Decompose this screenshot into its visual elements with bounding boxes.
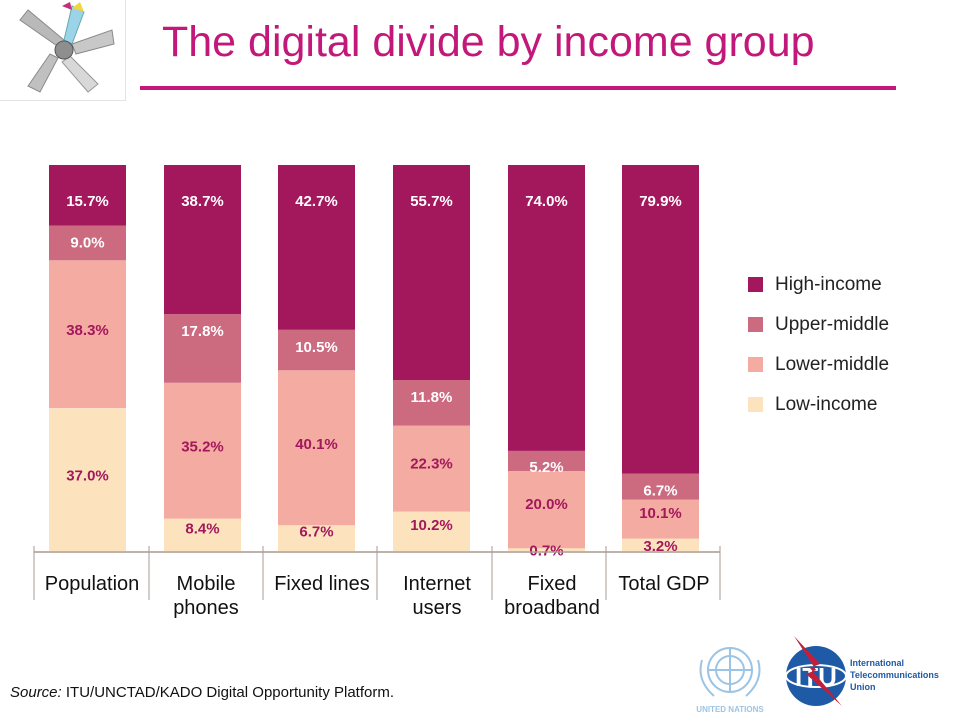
segment-labels-group: 37.0% 38.3% 9.0% 15.7% 8.4% 35.2% 17.8% 38.7% 6.… — [66, 193, 682, 560]
segment-value-label: 79.9% — [639, 193, 682, 210]
bar-segment-lower — [508, 471, 585, 549]
segment-value-label: 10.2% — [410, 517, 453, 534]
bar-segment-high — [508, 165, 585, 451]
un-logo: UNITED NATIONS — [696, 647, 764, 714]
itu-name-line-1: International — [850, 658, 904, 668]
category-label: broadband — [504, 597, 600, 619]
segment-value-label: 20.0% — [525, 496, 568, 513]
segment-value-label: 6.7% — [299, 524, 333, 541]
bar-segment-lower — [393, 425, 470, 512]
bar-segment-high — [622, 165, 699, 474]
segment-value-label: 10.1% — [639, 505, 682, 522]
segment-value-label: 40.1% — [295, 436, 338, 453]
category-label: Total GDP — [618, 573, 709, 595]
category-label: Internet — [403, 573, 471, 595]
category-label: Fixed — [528, 573, 577, 595]
segment-value-label: 38.7% — [181, 193, 224, 210]
legend-label: Upper-middle — [775, 314, 889, 335]
segment-value-label: 10.5% — [295, 339, 338, 356]
bar-segment-low — [164, 518, 241, 551]
category-label: Population — [45, 573, 140, 595]
category-label: Mobile — [177, 573, 236, 595]
bar-segment-upper — [278, 329, 355, 371]
legend: High-income Upper-middle Lower-middle Low-i… — [748, 274, 889, 415]
bar-segment-lower — [278, 370, 355, 526]
bar-segment-lower — [164, 382, 241, 519]
itu-logo: ITU International Telecommunications Uni… — [785, 636, 939, 706]
itu-name-line-3: Union — [850, 682, 876, 692]
un-emblem-icon — [699, 647, 761, 697]
bar-segment-lower — [49, 260, 126, 409]
legend-swatch-lower — [748, 357, 763, 372]
source-note: Source: ITU/UNCTAD/KADO Digital Opportun… — [10, 684, 394, 701]
bar-segment-low — [393, 511, 470, 551]
bar-segment-lower — [622, 499, 699, 539]
bar-segment-high — [278, 165, 355, 330]
bars-group — [49, 165, 699, 551]
bar-segment-high — [49, 165, 126, 226]
bar-segment-upper — [164, 314, 241, 383]
stacked-bar-chart: 37.0% 38.3% 9.0% 15.7% 8.4% 35.2% 17.8% 38.7% 6.… — [33, 165, 889, 619]
segment-value-label: 15.7% — [66, 193, 109, 210]
x-axis-ticks-group — [33, 546, 721, 600]
segment-value-label: 17.8% — [181, 323, 224, 340]
category-label: Fixed lines — [274, 573, 370, 595]
legend-label: Low-income — [775, 394, 877, 415]
source-text: ITU/UNCTAD/KADO Digital Opportunity Plat… — [61, 684, 395, 701]
segment-value-label: 0.7% — [529, 543, 563, 560]
segment-value-label: 55.7% — [410, 193, 453, 210]
un-logo-text: UNITED NATIONS — [696, 705, 764, 714]
bar-segment-low — [622, 538, 699, 551]
bar-segment-low — [49, 408, 126, 551]
segment-value-label: 38.3% — [66, 322, 109, 339]
star-emblem-icon — [19, 2, 115, 93]
segment-value-label: 22.3% — [410, 455, 453, 472]
bar-segment-low — [278, 525, 355, 551]
category-label: phones — [173, 597, 239, 619]
bar-segment-upper — [622, 473, 699, 500]
lightning-bolt-icon — [794, 636, 842, 706]
source-prefix: Source: — [10, 684, 62, 701]
slide-title: The digital divide by income group — [162, 18, 815, 66]
bar-segment-high — [393, 165, 470, 380]
bar-segment-upper — [508, 450, 585, 471]
segment-value-label: 3.2% — [643, 538, 677, 555]
title-underline — [140, 86, 896, 90]
legend-label: High-income — [775, 274, 882, 295]
legend-swatch-high — [748, 277, 763, 292]
segment-value-label: 9.0% — [70, 235, 104, 252]
itu-corner-logo — [0, 0, 126, 101]
segment-value-label: 35.2% — [181, 439, 224, 456]
bar-segment-low — [508, 548, 585, 551]
legend-swatch-upper — [748, 317, 763, 332]
bar-segment-upper — [49, 225, 126, 261]
segment-value-label: 74.0% — [525, 193, 568, 210]
category-label: users — [413, 597, 462, 619]
legend-label: Lower-middle — [775, 354, 889, 375]
itu-name-line-2: Telecommunications — [850, 670, 939, 680]
segment-value-label: 5.2% — [529, 459, 563, 476]
segment-value-label: 6.7% — [643, 483, 677, 500]
segment-value-label: 37.0% — [66, 467, 109, 484]
bar-segment-high — [164, 165, 241, 315]
segment-value-label: 8.4% — [185, 521, 219, 538]
segment-value-label: 42.7% — [295, 193, 338, 210]
segment-value-label: 11.8% — [411, 389, 453, 406]
bar-segment-upper — [393, 380, 470, 426]
legend-swatch-low — [748, 397, 763, 412]
